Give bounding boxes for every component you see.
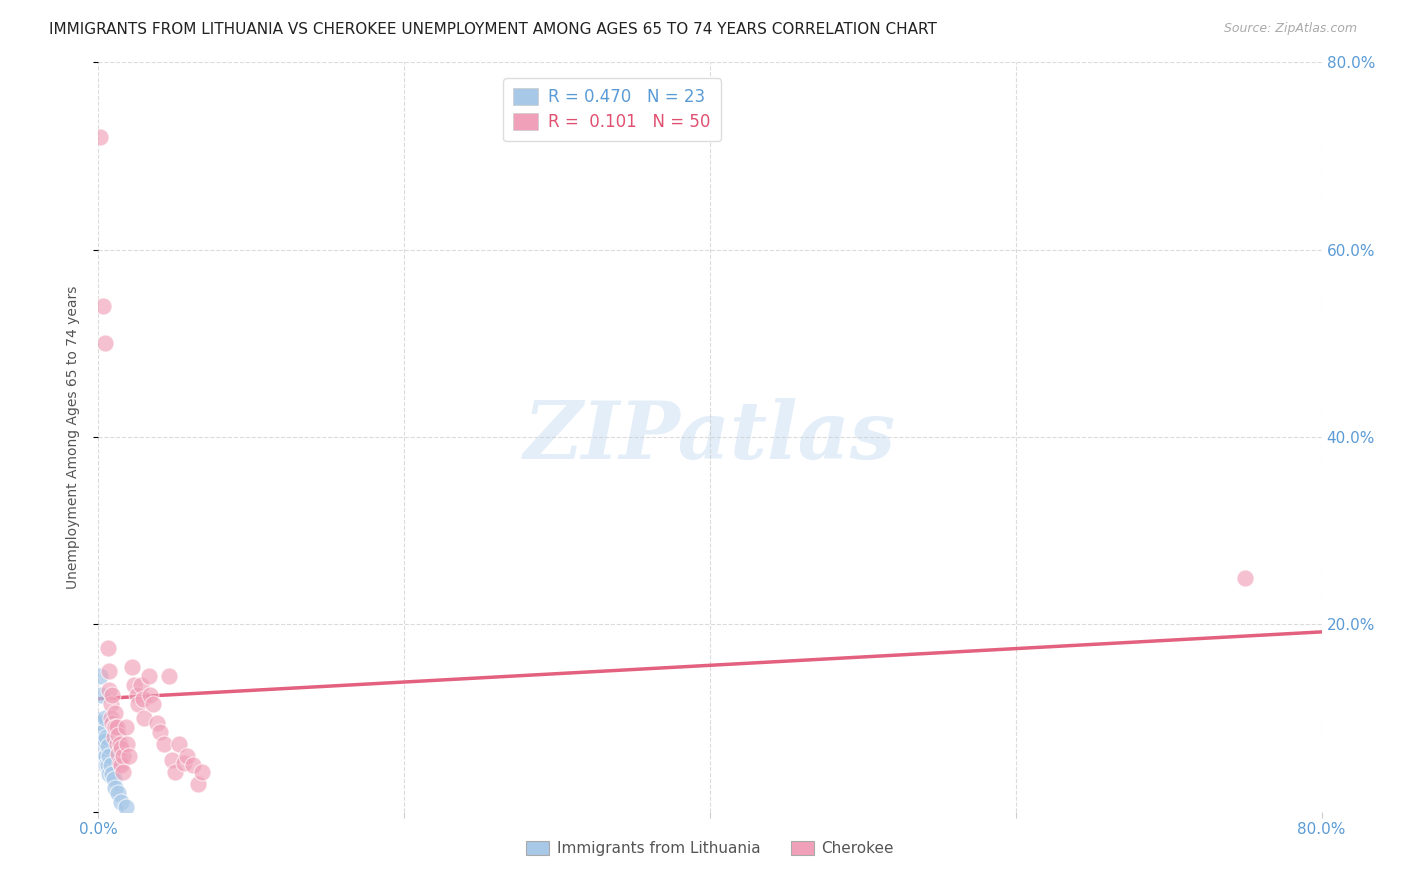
Point (98, 748, 121, 763)
Point (91, 725, 114, 739)
Point (93, 711, 115, 725)
Point (176, 748, 198, 763)
Text: Source: ZipAtlas.com: Source: ZipAtlas.com (1223, 22, 1357, 36)
Point (149, 725, 172, 739)
Point (121, 659, 143, 673)
Point (181, 758, 204, 772)
Point (127, 697, 149, 711)
Point (103, 721, 125, 735)
Point (142, 697, 165, 711)
Y-axis label: Unemployment Among Ages 65 to 74 years: Unemployment Among Ages 65 to 74 years (66, 285, 80, 589)
Point (110, 741, 132, 756)
Point (104, 721, 127, 735)
Point (97, 739, 120, 753)
Point (103, 730, 125, 744)
Point (97, 640, 120, 655)
Point (139, 688, 162, 702)
Point (91, 299, 114, 313)
Point (103, 772, 125, 786)
Point (107, 747, 129, 761)
Point (169, 737, 191, 751)
Point (132, 692, 155, 706)
Point (111, 765, 134, 780)
Point (163, 765, 186, 780)
Point (110, 758, 132, 772)
Point (129, 678, 152, 692)
Text: ZIPatlas: ZIPatlas (524, 399, 896, 475)
Point (94, 758, 117, 772)
Point (101, 688, 124, 702)
Point (93, 748, 115, 763)
Point (138, 669, 160, 683)
Point (94, 748, 117, 763)
Point (125, 688, 148, 702)
Point (115, 800, 138, 814)
Point (145, 715, 167, 730)
Point (91, 734, 114, 748)
Point (90, 715, 112, 730)
Point (1234, 571, 1257, 585)
Legend: Immigrants from Lithuania, Cherokee: Immigrants from Lithuania, Cherokee (519, 834, 901, 864)
Point (107, 786, 129, 800)
Point (134, 711, 156, 725)
Point (187, 776, 209, 791)
Point (115, 721, 138, 735)
Point (160, 753, 183, 767)
Point (93, 336, 115, 351)
Point (98, 664, 121, 679)
Point (101, 767, 124, 781)
Point (118, 748, 141, 763)
Point (122, 678, 145, 692)
Point (100, 711, 122, 725)
Point (101, 715, 124, 730)
Point (108, 756, 131, 770)
Point (100, 758, 122, 772)
Point (191, 765, 214, 780)
Point (104, 781, 127, 796)
Point (107, 728, 129, 742)
Point (89, 669, 111, 683)
Point (97, 758, 120, 772)
Point (153, 737, 176, 751)
Point (94, 730, 117, 744)
Point (157, 669, 180, 683)
Text: IMMIGRANTS FROM LITHUANIA VS CHEROKEE UNEMPLOYMENT AMONG AGES 65 TO 74 YEARS COR: IMMIGRANTS FROM LITHUANIA VS CHEROKEE UN… (49, 22, 936, 37)
Point (110, 796, 132, 810)
Point (105, 737, 128, 751)
Point (98, 767, 121, 781)
Point (108, 737, 131, 751)
Point (111, 748, 134, 763)
Point (89, 130, 111, 145)
Point (104, 706, 127, 721)
Point (105, 721, 128, 735)
Point (117, 737, 139, 751)
Point (98, 683, 121, 698)
Point (90, 688, 112, 702)
Point (91, 744, 114, 758)
Point (100, 697, 122, 711)
Point (173, 756, 195, 770)
Point (93, 734, 115, 748)
